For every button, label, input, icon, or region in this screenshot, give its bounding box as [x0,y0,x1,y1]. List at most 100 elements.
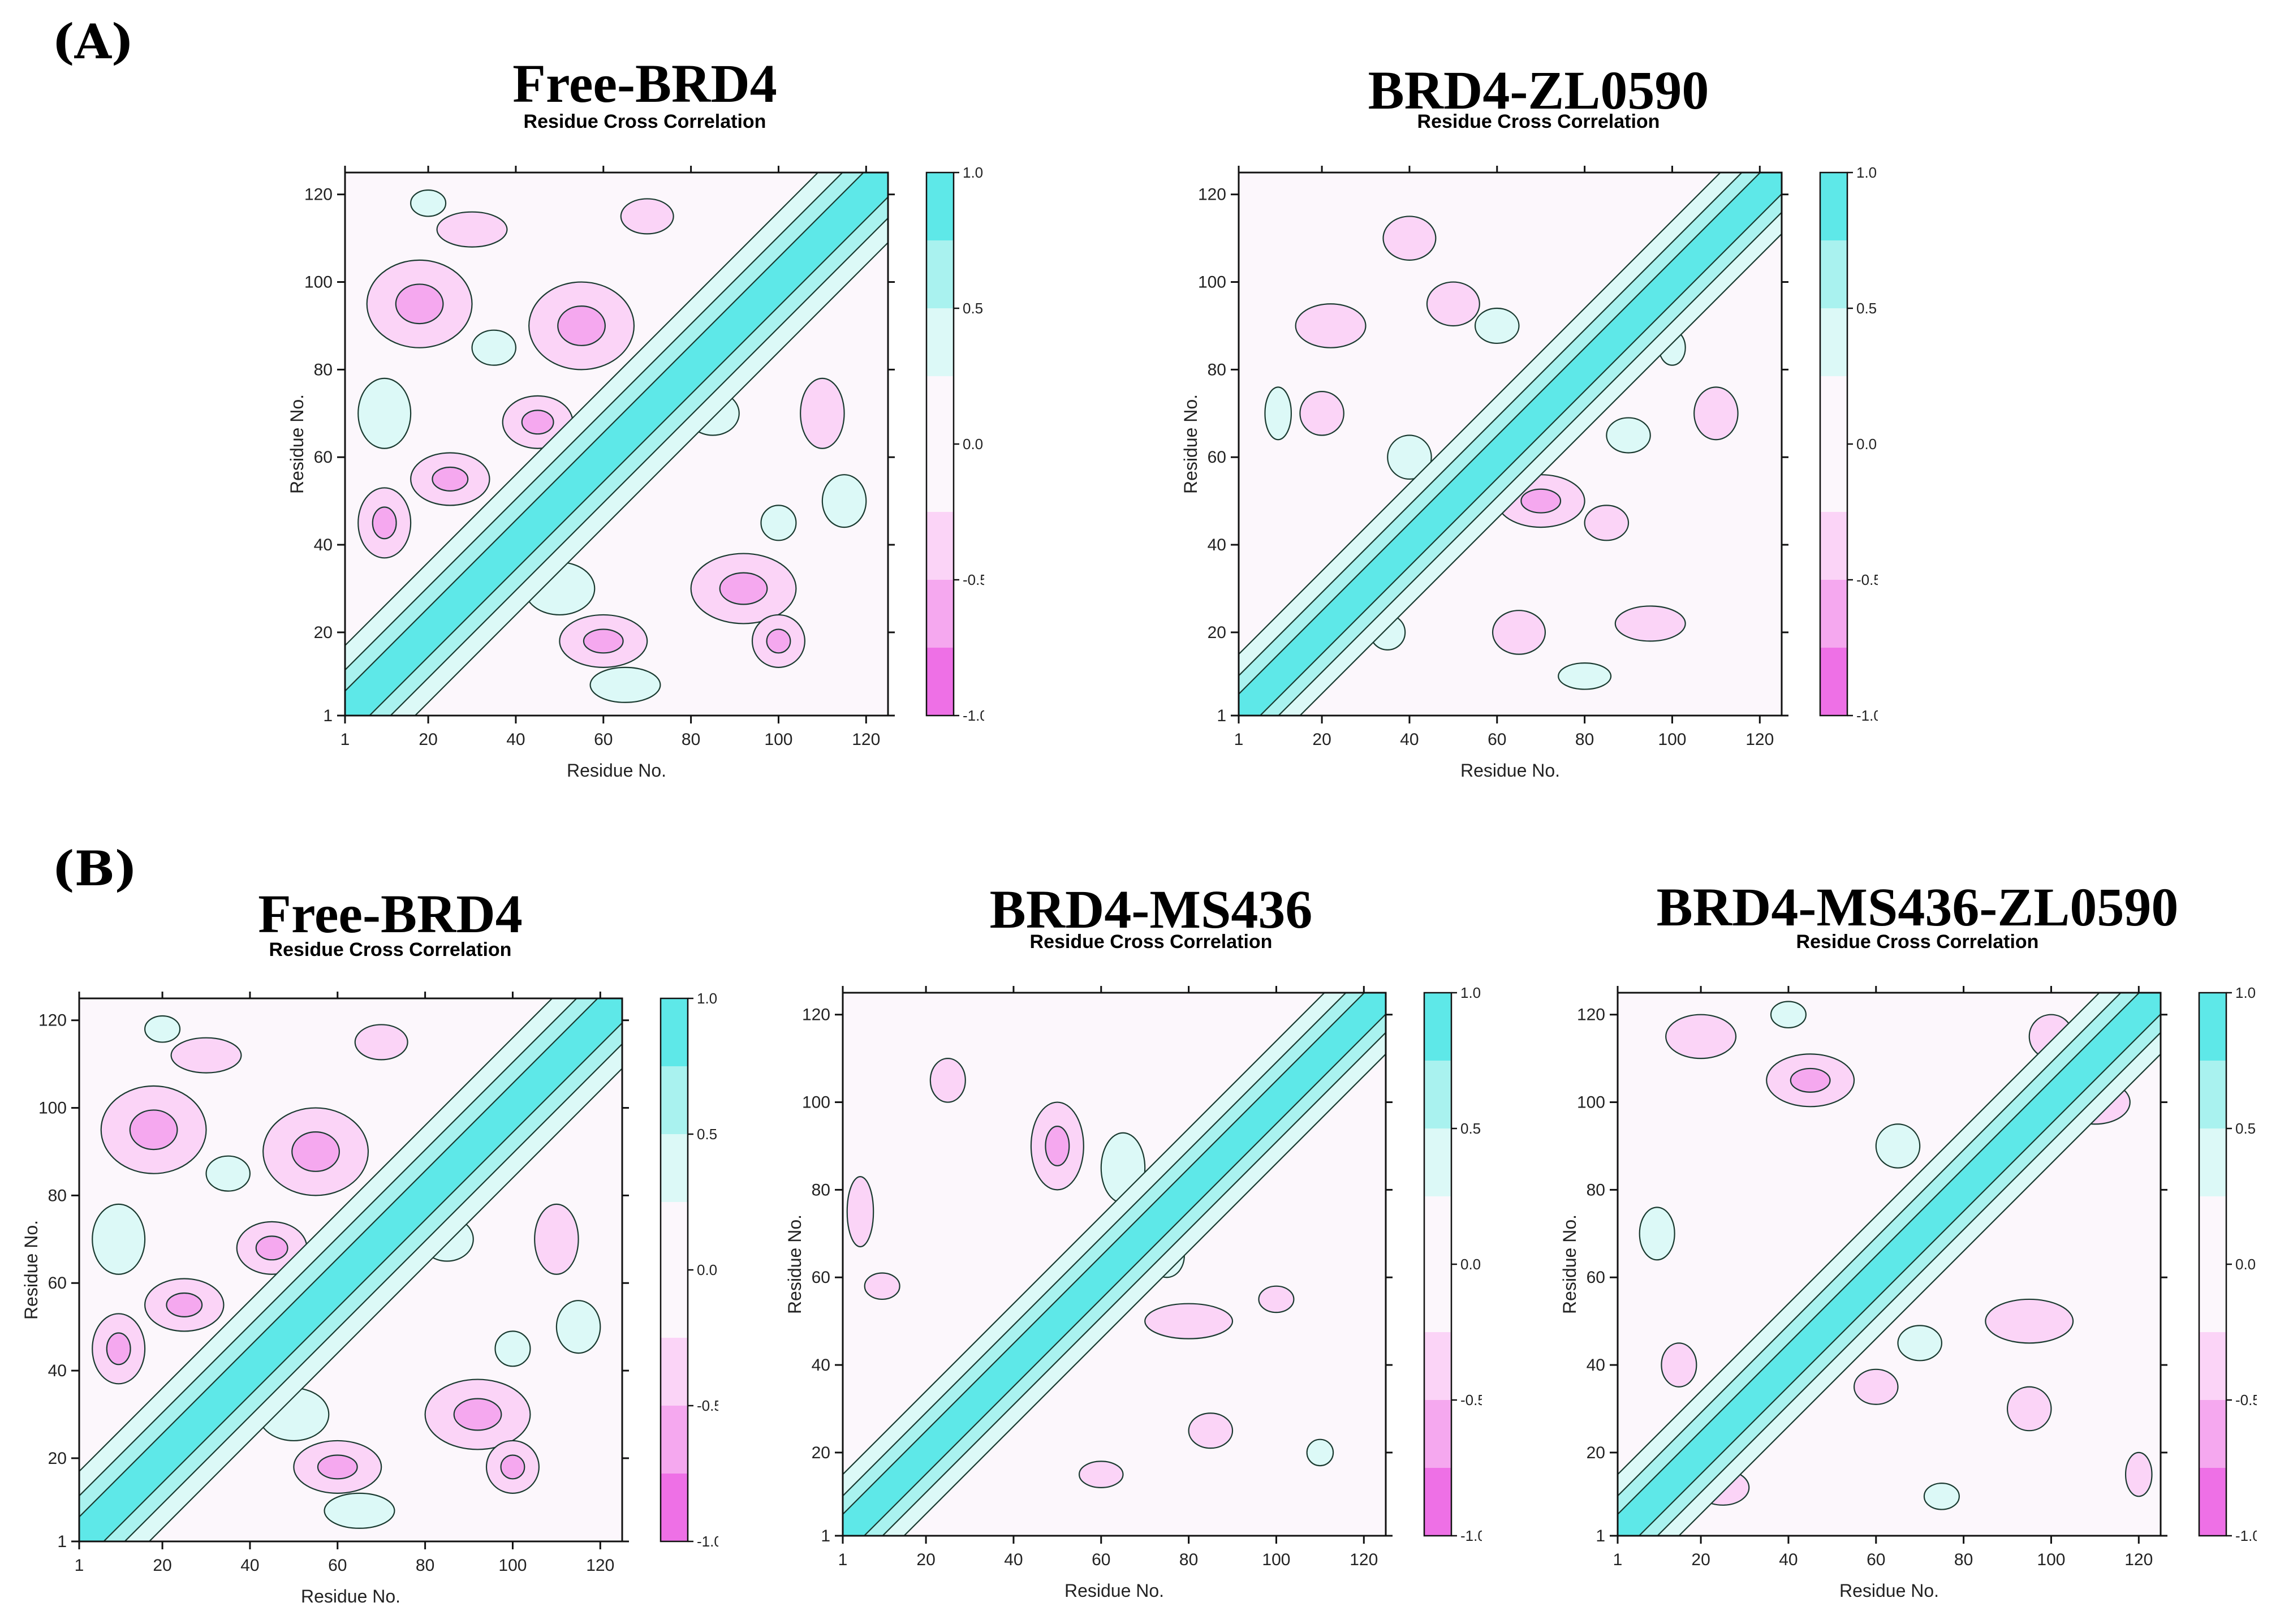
y-tick-label-0: 1 [1596,1527,1605,1545]
x-tick-label-6: 120 [2124,1550,2153,1569]
positive-region-2 [1606,417,1651,454]
negative-core-1 [1790,1067,1831,1093]
negative-region-7 [2006,1386,2052,1432]
y-axis-label: Residue No. [1561,1214,1580,1314]
colorbar-tick-label-3: -0.5 [697,1397,718,1414]
negative-region-6 [1299,390,1344,436]
chart-2-subtitle: Residue Cross Correlation [1417,111,1660,132]
negative-region-4 [1693,386,1739,441]
y-tick-label-0: 1 [323,707,333,725]
negative-region-3 [1382,216,1437,261]
x-tick-label-5: 100 [1262,1550,1290,1569]
chart-5-subtitle: Residue Cross Correlation [1796,931,2039,953]
positive-region-0 [357,377,412,449]
x-tick-label-4: 80 [1954,1550,1973,1569]
y-tick-label-5: 100 [304,273,333,292]
negative-core-8 [500,1454,525,1480]
x-tick-label-4: 80 [682,730,700,749]
negative-core-4 [432,466,469,492]
x-tick-label-3: 60 [594,730,613,749]
negative-region-4 [1188,1412,1234,1449]
negative-core-5 [317,1454,358,1480]
colorbar-tick-label-0: 1.0 [1856,164,1877,181]
colorbar-tick-label-3: -0.5 [963,571,984,588]
colorbar-tick-label-4: -1.0 [697,1533,718,1550]
positive-region-5 [821,474,867,528]
colorbar-segment-5 [926,512,954,580]
negative-region-10 [354,1024,408,1061]
negative-core-2 [1520,488,1562,514]
plot-frame [1238,171,1783,717]
positive-region-3 [1264,386,1292,441]
x-tick-label-5: 100 [1658,730,1686,749]
y-axis-label: Residue No. [23,1220,41,1320]
y-tick-label-3: 60 [314,448,333,467]
x-axis-label: Residue No. [567,760,666,781]
negative-core-4 [166,1292,203,1317]
colorbar-tick-label-4: -1.0 [2235,1527,2257,1544]
colorbar-segment-6 [926,580,954,648]
x-tick-label-0: 1 [75,1556,84,1575]
x-tick-label-4: 80 [1575,730,1594,749]
negative-region-5 [864,1272,900,1300]
colorbar-segment-3 [661,1202,688,1270]
x-tick-label-1: 20 [153,1556,171,1575]
plot-area [345,173,888,716]
y-tick-label-2: 40 [1208,536,1226,554]
positive-region-0 [1387,434,1432,480]
colorbar-segment-1 [661,1066,688,1135]
colorbar-segment-4 [1424,1264,1451,1333]
y-tick-label-1: 20 [1587,1444,1605,1462]
x-axis-label: Residue No. [1460,760,1560,781]
x-tick-label-2: 40 [1400,730,1419,749]
y-tick-label-2: 40 [1587,1356,1605,1375]
x-tick-label-3: 60 [1092,1550,1110,1569]
colorbar-segment-0 [1424,993,1451,1061]
negative-region-9 [1584,505,1630,541]
colorbar-tick-label-2: 0.0 [1856,436,1877,453]
y-tick-label-3: 60 [48,1274,67,1293]
y-tick-label-4: 80 [1587,1181,1605,1199]
negative-region-0 [1295,303,1367,348]
panel-label-b: (B) [52,841,137,897]
plot-area [843,993,1386,1536]
negative-core-7 [106,1332,131,1365]
negative-region-7 [1614,605,1686,642]
negative-core-6 [255,1235,288,1261]
x-tick-label-1: 20 [1312,730,1331,749]
colorbar-segment-2 [661,1134,688,1203]
positive-region-1 [1474,307,1520,344]
positive-region-2 [471,329,517,366]
colorbar-tick-label-1: 0.5 [2235,1120,2256,1137]
plot-frame [1617,992,2162,1537]
y-tick-label-1: 20 [812,1444,830,1462]
colorbar-tick-label-0: 1.0 [2235,984,2256,1001]
colorbar-segment-7 [661,1474,688,1542]
negative-region-9 [170,1037,242,1074]
diagonal-band-inner [1239,173,1782,716]
colorbar-tick-label-0: 1.0 [1460,984,1481,1001]
positive-region-5 [555,1300,601,1354]
chart-2-title: BRD4-ZL0590 [1368,60,1709,120]
positive-region-4 [1558,662,1612,690]
negative-region-10 [620,198,674,235]
colorbar-segment-2 [2199,1128,2226,1197]
y-axis-label: Residue No. [786,1214,805,1314]
plot-frame [78,997,623,1543]
negative-core-8 [766,628,791,654]
chart-4-title: BRD4-MS436 [989,879,1313,940]
chart-5-title: BRD4-MS436-ZL0590 [1656,877,2179,937]
x-axis-label: Residue No. [1839,1580,1939,1601]
y-tick-label-3: 60 [812,1268,830,1287]
x-tick-label-4: 80 [1179,1550,1198,1569]
colorbar-segment-7 [2199,1468,2226,1536]
x-tick-label-3: 60 [1488,730,1506,749]
colorbar-segment-0 [926,173,954,241]
x-tick-label-5: 100 [764,730,792,749]
colorbar-tick-label-2: 0.0 [2235,1256,2256,1273]
x-tick-label-5: 100 [498,1556,527,1575]
y-tick-label-0: 1 [57,1532,67,1551]
negative-core-0 [129,1109,178,1151]
